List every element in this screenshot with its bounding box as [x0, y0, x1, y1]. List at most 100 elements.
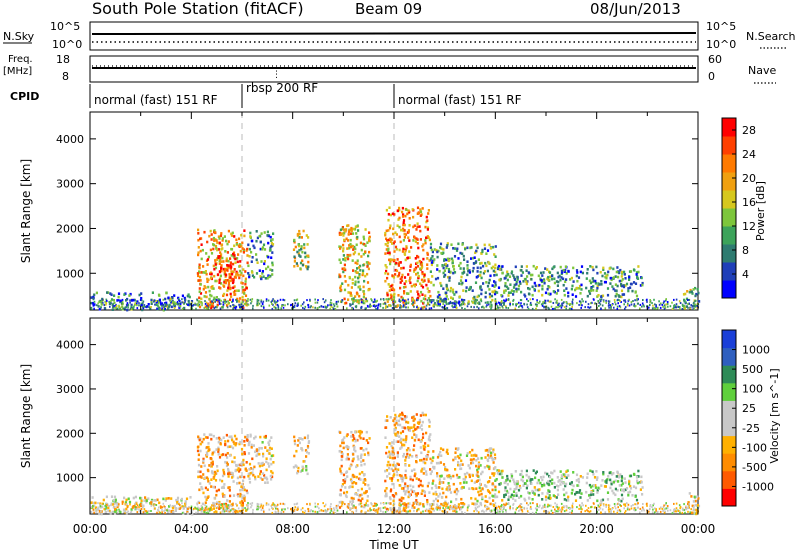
echo-cell — [365, 490, 368, 493]
echo-cell — [346, 511, 348, 514]
echo-cell — [271, 475, 274, 479]
echo-cell — [354, 492, 357, 496]
echo-cell — [459, 463, 463, 466]
echo-cell — [352, 453, 355, 456]
echo-cell — [620, 301, 622, 303]
echo-cell — [455, 507, 458, 510]
echo-cell — [118, 307, 121, 310]
echo-cell — [246, 304, 249, 307]
echo-cell — [212, 485, 215, 489]
echo-cell — [467, 464, 470, 467]
echo-cell — [351, 499, 354, 502]
echo-cell — [624, 300, 627, 303]
echo-cell — [228, 284, 231, 288]
echo-cell — [440, 247, 443, 250]
echo-cell — [396, 275, 399, 278]
echo-cell — [413, 305, 415, 308]
echo-cell — [557, 303, 559, 306]
echo-cell — [231, 281, 235, 285]
echo-cell — [365, 299, 369, 303]
echo-cell — [489, 300, 492, 304]
echo-cell — [484, 301, 487, 304]
echo-cell — [320, 305, 323, 308]
echo-cell — [688, 290, 691, 294]
y-tick-label: 1000 — [56, 267, 84, 280]
echo-cell — [525, 486, 528, 490]
echo-cell — [271, 471, 274, 475]
echo-cell — [236, 476, 239, 480]
echo-cell — [526, 306, 529, 309]
echo-cell — [477, 457, 480, 460]
echo-cell — [444, 297, 447, 301]
echo-cell — [242, 248, 245, 251]
echo-cell — [422, 467, 426, 470]
echo-cell — [510, 493, 513, 497]
echo-cell — [517, 488, 521, 492]
echo-cell — [417, 293, 420, 296]
echo-cell — [218, 259, 221, 263]
echo-cell — [397, 419, 400, 423]
echo-cell — [387, 213, 390, 216]
echo-cell — [447, 502, 449, 505]
echo-cell — [297, 244, 301, 248]
echo-cell — [581, 298, 583, 301]
echo-cell — [210, 508, 213, 511]
echo-cell — [679, 511, 681, 514]
echo-cell — [196, 303, 198, 306]
echo-cell — [365, 307, 367, 310]
echo-cell — [249, 467, 253, 470]
echo-cell — [446, 452, 449, 455]
echo-cell — [113, 294, 116, 297]
echo-cell — [212, 287, 215, 290]
echo-cell — [244, 294, 248, 297]
echo-cell — [191, 304, 193, 307]
echo-cell — [394, 467, 397, 471]
echo-cell — [115, 306, 117, 309]
echo-cell — [130, 308, 133, 311]
echo-cell — [596, 295, 599, 298]
echo-cell — [489, 305, 491, 308]
echo-cell — [184, 298, 186, 301]
echo-cell — [234, 276, 237, 279]
echo-cell — [175, 498, 178, 502]
echo-cell — [426, 287, 429, 290]
echo-cell — [408, 509, 412, 513]
echo-cell — [356, 262, 359, 265]
echo-cell — [438, 461, 441, 465]
echo-cell — [492, 269, 495, 273]
nsky-panel: N.Sky 10^5 10^0 10^5 10^0 N.Search — [3, 20, 796, 51]
echo-cell — [496, 305, 499, 308]
echo-cell — [423, 505, 425, 508]
echo-cell — [204, 305, 207, 308]
echo-cell — [521, 479, 525, 483]
echo-cell — [567, 270, 570, 273]
echo-cell — [473, 454, 476, 457]
echo-cell — [617, 506, 619, 509]
echo-cell — [616, 266, 619, 269]
echo-cell — [304, 305, 307, 308]
echo-cell — [501, 271, 504, 275]
echo-cell — [247, 443, 250, 447]
echo-cell — [414, 257, 417, 260]
echo-cell — [224, 267, 227, 271]
echo-cell — [220, 268, 223, 271]
echo-cell — [367, 441, 370, 445]
echo-cell — [649, 301, 651, 304]
echo-cell — [157, 300, 160, 303]
echo-cell — [212, 504, 215, 507]
echo-cell — [586, 472, 589, 476]
echo-cell — [206, 468, 209, 472]
echo-cell — [430, 486, 434, 490]
echo-cell — [107, 506, 110, 509]
echo-cell — [636, 298, 638, 301]
echo-cell — [407, 427, 410, 431]
echo-cell — [94, 501, 97, 505]
echo-cell — [486, 489, 490, 492]
echo-cell — [367, 483, 370, 487]
echo-cell — [415, 434, 418, 437]
echo-cell — [306, 243, 309, 246]
echo-cell — [355, 510, 358, 513]
echo-cell — [271, 273, 274, 276]
echo-cell — [665, 503, 667, 506]
echo-cell — [508, 479, 512, 483]
